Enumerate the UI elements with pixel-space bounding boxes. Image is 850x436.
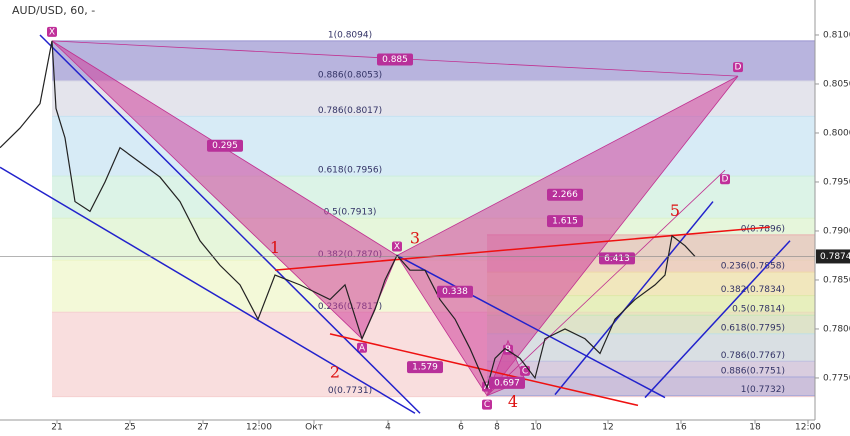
ratio-label: 2.266 (552, 190, 578, 200)
pattern-point-label: X (394, 242, 400, 252)
chart-title: AUD/USD, 60, - (12, 4, 95, 17)
trendline (644, 240, 791, 399)
pattern-triangle (396, 75, 739, 397)
x-tick-label: 16 (675, 423, 687, 433)
fib-band (487, 361, 815, 377)
plot: 1(0.8094) 0.886(0.8053) 0.786(0.8017) 0.618… (0, 26, 815, 414)
trendline (329, 333, 639, 407)
ratio-label: 1.615 (552, 217, 578, 227)
fib-band (487, 333, 815, 362)
wave-label: 3 (410, 228, 420, 247)
pattern-point-label: X (49, 27, 55, 37)
fib-band (52, 176, 815, 219)
fib-label: 0.886(0.8053) (318, 71, 382, 81)
fib-label: 0.5(0.7913) (324, 208, 377, 218)
fib-label: 0.786(0.7767) (721, 351, 785, 361)
fib-band (487, 315, 815, 334)
wave-label: 2 (330, 363, 340, 382)
ratio-label: 6.413 (604, 254, 630, 264)
fib-label: 1(0.8094) (328, 30, 372, 40)
ratio-box (547, 215, 583, 228)
pattern-point-label: D (722, 175, 729, 185)
x-tick-label: 4 (385, 423, 391, 433)
ratio-box (407, 361, 443, 374)
pattern-point-box (733, 62, 743, 73)
last-price-box (816, 249, 850, 264)
fib-label: 0.382(0.7834) (721, 285, 785, 295)
pattern-point-label: A (359, 343, 366, 353)
fib-band (487, 295, 815, 316)
ratio-box (207, 139, 243, 152)
x-tick-label: 12 (602, 423, 613, 433)
wave-label: 4 (508, 392, 518, 411)
pattern-point-box (357, 342, 367, 353)
pattern-point-box (392, 241, 402, 252)
trendline (274, 226, 771, 271)
ratio-box (489, 376, 525, 389)
fib-label: 0.886(0.7751) (721, 366, 785, 376)
x-tick-label: 25 (124, 423, 135, 433)
ratio-box (377, 53, 413, 66)
fib-label: 0.786(0.8017) (318, 106, 382, 116)
x-tick-label: 18 (749, 423, 761, 433)
pattern-point-label: C (484, 400, 490, 410)
last-price-label: 0.7874 (820, 252, 850, 262)
x-tick-label: 10 (530, 423, 542, 433)
pattern-point-label: C (522, 366, 528, 376)
ratio-label: 0.885 (382, 55, 408, 65)
fib-label: 0.236(0.7858) (721, 262, 785, 272)
fib-label: 0(0.7896) (741, 224, 785, 234)
price-line (0, 40, 696, 390)
ratio-box (599, 252, 635, 265)
ratio-label: 0.295 (212, 141, 238, 151)
x-tick-label: 12:00 (246, 423, 272, 433)
fib-label: 1(0.7732) (741, 385, 785, 395)
x-tick-label: 21 (51, 423, 62, 433)
wave-label: 5 (670, 201, 680, 220)
trendline (0, 166, 416, 414)
pattern-point-box (47, 26, 57, 37)
x-tick-label: 6 (458, 423, 464, 433)
fib-band (487, 376, 815, 396)
fib-label: 0.5(0.7814) (732, 305, 785, 315)
x-tick-label: 8 (494, 423, 500, 433)
ratio-label: 0.338 (442, 287, 468, 297)
pattern-point-label: D (735, 63, 742, 73)
pattern-link (486, 169, 726, 396)
y-tick-label: 0.7750 (823, 373, 850, 383)
ratio-box (547, 188, 583, 201)
fib-label: 0.618(0.7795) (721, 323, 785, 333)
pattern-point-box (482, 399, 492, 410)
fib-label: 0.618(0.7956) (318, 166, 382, 176)
ratio-label: 0.697 (494, 378, 520, 388)
ratio-box (437, 285, 473, 298)
x-tick-label: 12:00 (795, 423, 821, 433)
x-tick-label: 27 (197, 423, 208, 433)
ratio-label: 1.579 (412, 363, 438, 373)
wave-label: 1 (270, 238, 280, 257)
trendline (396, 254, 666, 399)
trendline (39, 34, 421, 414)
fib-label: 0(0.7731) (328, 386, 372, 396)
x-tick-label: Окт (305, 423, 323, 433)
pattern-point-box (720, 174, 730, 185)
